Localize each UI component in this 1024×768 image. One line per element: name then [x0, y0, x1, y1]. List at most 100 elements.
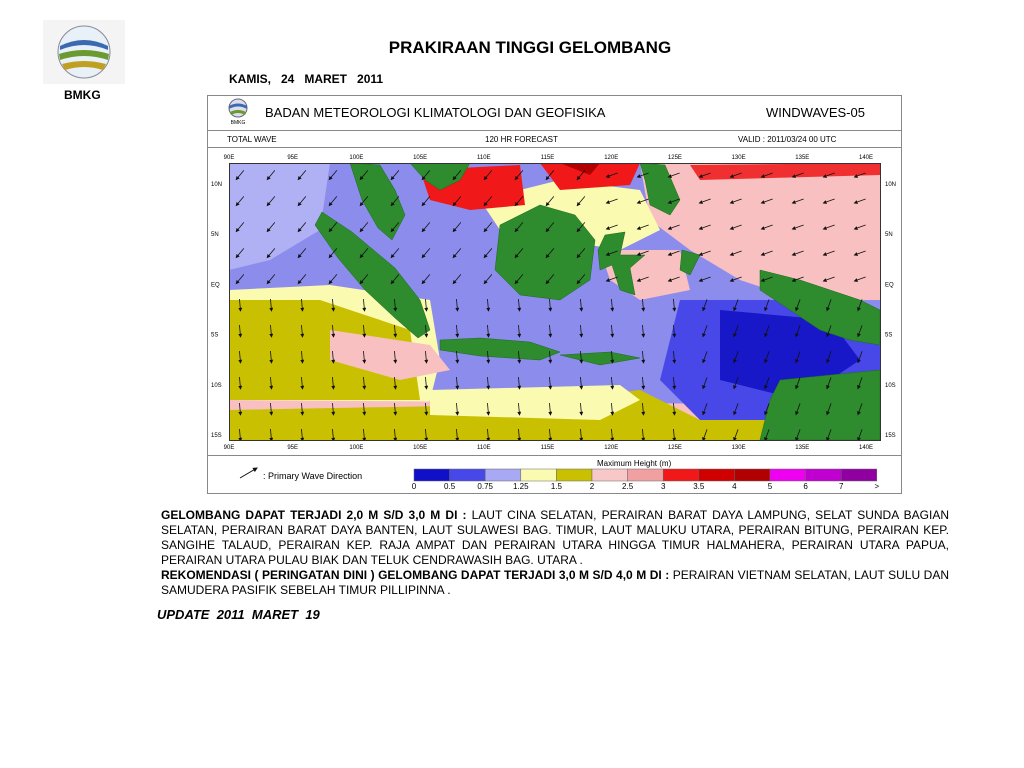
wave-arrow: [424, 402, 429, 416]
wave-arrow: [764, 351, 770, 364]
wave-arrow: [331, 350, 336, 364]
wave-arrow: [452, 248, 462, 259]
lon-label: 125E: [668, 155, 682, 161]
parameter: TOTAL WAVE: [227, 135, 277, 144]
wave-arrow: [421, 222, 431, 233]
wave-arrow: [548, 298, 553, 312]
wave-arrow: [857, 325, 863, 338]
agency: BADAN METEOROLOGI KLIMATOLOGI DAN GEOFIS…: [265, 105, 606, 120]
wave-arrow: [455, 402, 460, 416]
wave-arrow: [424, 324, 429, 338]
wave-arrow: [822, 224, 835, 230]
wave-arrow: [857, 377, 863, 390]
wave-arrow: [390, 196, 400, 207]
wave-arrow: [791, 224, 804, 230]
wave-arrow: [424, 376, 429, 390]
wave-arrow: [455, 298, 460, 312]
wave-arrow: [857, 299, 863, 312]
wave-arrow: [235, 274, 245, 285]
wave-arrow: [579, 428, 584, 440]
wave-arrow: [300, 376, 305, 390]
wave-arrow: [486, 324, 491, 338]
wave-arrow: [729, 172, 742, 178]
wave-arrow: [545, 274, 555, 285]
scale-label: 1.5: [551, 482, 563, 491]
wave-arrow: [610, 402, 615, 416]
lat-label: 10N: [211, 182, 222, 188]
lon-label: 140E: [859, 155, 873, 161]
wave-arrow: [483, 222, 493, 233]
wave-arrow: [702, 351, 708, 364]
scale-label: 3.5: [693, 482, 705, 491]
wave-arrow: [514, 170, 524, 181]
wave-arrow: [702, 403, 708, 416]
wave-arrow: [393, 350, 398, 364]
wave-arrow: [667, 224, 680, 230]
wave-arrow: [517, 402, 522, 416]
forecast-map: BMKG BADAN METEOROLOGI KLIMATOLOGI DAN G…: [207, 95, 902, 494]
wave-arrow: [359, 274, 369, 285]
wave-arrow: [452, 196, 462, 207]
wave-arrow: [455, 350, 460, 364]
wave-arrow: [297, 196, 307, 207]
wave-arrow: [579, 376, 584, 390]
wave-arrow: [605, 250, 618, 256]
wave-arrow: [300, 428, 305, 440]
wave-arrow: [300, 402, 305, 416]
wave-arrow: [548, 428, 553, 440]
wave-arrow: [605, 172, 618, 178]
wave-arrow: [826, 299, 832, 312]
wave-arrow: [791, 198, 804, 204]
lon-label: 120E: [604, 445, 618, 451]
wave-arrow: [826, 325, 832, 338]
wave-arrow: [610, 428, 615, 440]
wave-arrow: [455, 376, 460, 390]
product: WINDWAVES-05: [766, 105, 865, 120]
wave-arrow: [269, 324, 274, 338]
wave-arrow: [579, 298, 584, 312]
wave-arrow: [702, 429, 708, 440]
wave-arrow: [760, 276, 773, 282]
wave-arrow: [300, 298, 305, 312]
scale-label: 6: [803, 482, 808, 491]
wave-arrow: [455, 428, 460, 440]
wave-arrow: [486, 402, 491, 416]
wave-arrow: [266, 196, 276, 207]
wave-arrow: [576, 170, 586, 181]
wave-arrow: [328, 274, 338, 285]
wave-arrow: [545, 170, 555, 181]
date: KAMIS, 24 MARET 2011: [229, 72, 384, 86]
scale-swatch: [484, 468, 522, 482]
wave-arrow: [238, 376, 243, 390]
wave-arrow: [486, 298, 491, 312]
wave-arrow: [733, 403, 739, 416]
recommendation-heading: REKOMENDASI ( PERINGATAN DINI ) GELOMBAN…: [161, 568, 670, 582]
wave-arrow: [636, 172, 649, 178]
lon-label: 115E: [541, 155, 555, 161]
lat-label: 10S: [211, 383, 222, 389]
wave-arrow: [760, 172, 773, 178]
wave-arrow: [729, 198, 742, 204]
scale-swatch: [556, 468, 593, 482]
wave-arrow: [672, 350, 677, 364]
wave-arrow: [548, 350, 553, 364]
lat-label: 15S: [885, 433, 896, 439]
wave-arrow: [698, 276, 711, 282]
lon-label: 100E: [349, 445, 363, 451]
wave-arrow: [362, 376, 367, 390]
wave-arrow: [235, 222, 245, 233]
title: PRAKIRAAN TINGGI GELOMBANG: [388, 38, 672, 57]
lat-label: 5S: [885, 333, 892, 339]
wave-arrow: [548, 324, 553, 338]
map-field: [229, 163, 880, 440]
wave-arrow: [545, 196, 555, 207]
wave-arrow: [702, 377, 708, 390]
lon-label: 95E: [287, 445, 298, 451]
wave-arrow: [266, 274, 276, 285]
wave-arrow: [576, 248, 586, 259]
wave-arrow: [605, 224, 618, 230]
wave-arrow: [266, 170, 276, 181]
wave-arrow: [328, 222, 338, 233]
wave-arrow: [605, 198, 618, 204]
wave-arrow: [297, 170, 307, 181]
